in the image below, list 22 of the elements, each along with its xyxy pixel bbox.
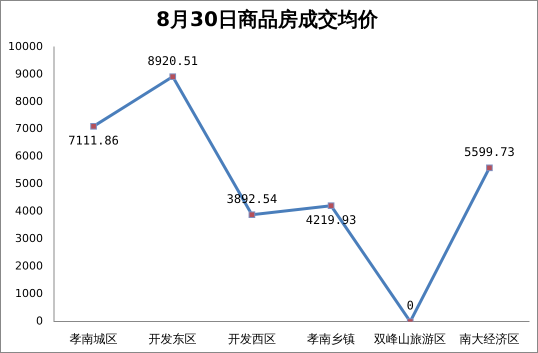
y-tick-label: 2000	[14, 260, 43, 273]
data-label: 0	[406, 298, 414, 313]
y-tick-label: 4000	[14, 204, 43, 218]
y-tick-label: 5000	[14, 177, 43, 190]
data-label: 7111.86	[68, 133, 119, 148]
y-tick-label: 6000	[14, 150, 43, 163]
y-tick-label: 10000	[8, 40, 43, 53]
y-tick-label: 0	[36, 314, 43, 328]
x-tick-label: 双峰山旅游区	[374, 332, 446, 346]
x-tick-label: 南大经济区	[459, 332, 520, 346]
y-tick-label: 8000	[14, 94, 43, 108]
x-tick-label: 孝南乡镇	[307, 332, 356, 346]
y-tick-label: 1000	[14, 287, 43, 300]
x-tick-label: 孝南城区	[70, 332, 118, 346]
x-tick-label: 开发西区	[228, 332, 276, 346]
x-tick-label: 开发东区	[148, 332, 197, 346]
data-label: 8920.51	[147, 54, 198, 68]
y-tick-label: 3000	[14, 232, 43, 246]
y-tick-label: 7000	[14, 122, 43, 136]
data-label: 5599.73	[464, 144, 515, 159]
y-tick-label: 9000	[14, 67, 43, 80]
chart-title: 8月30日商品房成交均价	[156, 7, 379, 32]
